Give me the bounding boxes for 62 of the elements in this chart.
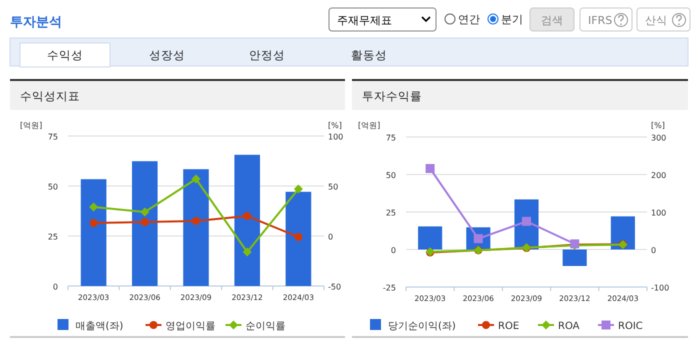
point bbox=[522, 216, 531, 226]
chart-title: 투자수익률 bbox=[362, 89, 422, 103]
point bbox=[192, 174, 200, 184]
legend-label: 당기순이익(좌) bbox=[388, 321, 456, 332]
bar bbox=[234, 154, 260, 286]
bar bbox=[562, 250, 587, 266]
y2-tick-label: 50 bbox=[328, 182, 338, 192]
y2-tick-label: 0 bbox=[328, 232, 334, 242]
y-tick-label: 75 bbox=[48, 132, 58, 142]
point bbox=[294, 184, 303, 194]
legend-label: 매출액(좌) bbox=[76, 321, 124, 332]
y-tick-label: 25 bbox=[48, 232, 58, 242]
y2-axis-title: [%] bbox=[651, 121, 665, 130]
point bbox=[140, 218, 149, 226]
point bbox=[243, 212, 252, 220]
point bbox=[242, 248, 252, 256]
y-tick-label: 0 bbox=[52, 282, 58, 292]
text: IFRS bbox=[588, 14, 612, 27]
y2-axis-title: [%] bbox=[328, 121, 342, 130]
y2-tick-label: 100 bbox=[328, 132, 344, 142]
bar bbox=[183, 169, 209, 286]
chart-title: 수익성지표 bbox=[20, 89, 80, 103]
y2-tick-label: 300 bbox=[651, 134, 666, 142]
text: 주재무제표 bbox=[337, 14, 392, 27]
legend-label: ROIC bbox=[618, 321, 643, 332]
text: 수익성 bbox=[47, 48, 83, 62]
y2-tick-label: -50 bbox=[328, 282, 342, 292]
text: 검색 bbox=[541, 14, 563, 27]
point bbox=[90, 219, 98, 227]
text: 산식 bbox=[645, 14, 667, 27]
point bbox=[140, 208, 150, 216]
y-tick-label: 0 bbox=[390, 246, 396, 255]
text: 성장성 bbox=[149, 48, 185, 62]
y-tick-label: -25 bbox=[382, 284, 396, 292]
text: 활동성 bbox=[351, 48, 387, 62]
bar bbox=[80, 179, 106, 286]
point bbox=[294, 233, 302, 241]
y-tick-label: 75 bbox=[386, 134, 396, 142]
bar bbox=[286, 192, 312, 286]
y-tick-label: 50 bbox=[386, 171, 396, 180]
text: 투자분석 bbox=[10, 15, 62, 30]
bar bbox=[132, 161, 158, 286]
point bbox=[89, 202, 98, 212]
legend-label: ROA bbox=[558, 321, 580, 332]
y-tick-label: 50 bbox=[48, 182, 58, 192]
y-tick-label: 25 bbox=[386, 208, 396, 218]
legend-label: 순이익률 bbox=[246, 321, 286, 332]
legend-label: ROE bbox=[498, 321, 520, 332]
y-axis-title: [억원] bbox=[358, 121, 380, 130]
text: 분기 bbox=[501, 13, 523, 26]
point bbox=[192, 217, 200, 225]
y-axis-title: [억원] bbox=[20, 121, 42, 130]
y2-tick-label: 0 bbox=[651, 246, 656, 255]
bar bbox=[418, 226, 442, 250]
point bbox=[426, 164, 435, 173]
y2-tick-label: 100 bbox=[651, 208, 666, 218]
text: 연간 bbox=[458, 13, 480, 26]
text: 안정성 bbox=[249, 48, 285, 62]
y2-tick-label: 200 bbox=[651, 171, 666, 180]
bar bbox=[610, 216, 635, 250]
legend-label: 영업이익률 bbox=[166, 321, 216, 332]
y2-tick-label: -100 bbox=[651, 284, 670, 292]
